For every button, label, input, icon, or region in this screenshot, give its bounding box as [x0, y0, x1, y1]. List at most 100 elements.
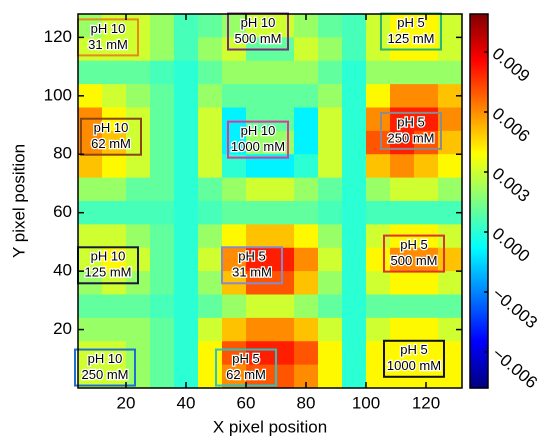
- colorbar-step: [470, 298, 488, 301]
- colorbar-step: [470, 128, 488, 131]
- colorbar-step: [470, 100, 488, 103]
- plot-frame: [77, 13, 463, 389]
- annotation-box: [227, 120, 289, 159]
- colorbar-step: [470, 314, 488, 317]
- heatmap-cell: [174, 14, 199, 38]
- heatmap-cell: [366, 154, 391, 179]
- colorbar-tick-label: −0.003: [489, 284, 541, 332]
- heatmap-cell: [342, 271, 367, 295]
- heatmap-cell: [222, 154, 247, 179]
- colorbar-step: [470, 360, 488, 363]
- colorbar-step: [470, 370, 488, 373]
- colorbar-step: [470, 172, 488, 175]
- colorbar-step: [470, 238, 488, 241]
- y-tick-label: 20: [53, 319, 72, 338]
- colorbar-step: [470, 280, 488, 283]
- heatmap-cell: [318, 130, 343, 155]
- heatmap-cell: [414, 294, 439, 319]
- colorbar-step: [470, 120, 488, 123]
- colorbar-step: [470, 74, 488, 77]
- colorbar-step: [470, 316, 488, 319]
- colorbar-step: [470, 232, 488, 235]
- colorbar-step: [470, 60, 488, 63]
- heatmap-cell: [150, 341, 175, 366]
- y-tick-label: 80: [53, 144, 72, 163]
- colorbar-step: [470, 362, 488, 365]
- colorbar-step: [470, 330, 488, 333]
- colorbar-step: [470, 374, 488, 377]
- colorbar-step: [470, 250, 488, 253]
- colorbar-step: [470, 336, 488, 339]
- colorbar-step: [470, 274, 488, 277]
- heatmap-cell: [366, 177, 391, 202]
- colorbar-step: [470, 334, 488, 337]
- x-tick-label: 120: [412, 393, 440, 412]
- colorbar-step: [470, 122, 488, 125]
- heatmap-cell: [294, 271, 319, 295]
- x-tick-label: 60: [237, 393, 256, 412]
- heatmap-cell: [414, 271, 439, 295]
- heatmap-cell: [318, 271, 343, 295]
- y-tick-label: 120: [44, 27, 72, 46]
- colorbar-step: [470, 20, 488, 23]
- heatmap-cell: [390, 341, 415, 366]
- colorbar-step: [470, 342, 488, 345]
- colorbar-step: [470, 30, 488, 33]
- heatmap-cell: [150, 14, 175, 38]
- annotation-text: pH 5: [232, 351, 259, 366]
- colorbar-step: [470, 264, 488, 267]
- colorbar-step: [470, 350, 488, 353]
- colorbar-step: [470, 268, 488, 271]
- heatmap-cell: [366, 37, 391, 62]
- heatmap-cell: [102, 317, 127, 342]
- colorbar-step: [470, 64, 488, 67]
- annotation-text: pH 10: [241, 15, 276, 30]
- colorbar-step: [470, 204, 488, 207]
- colorbar-step: [470, 156, 488, 159]
- colorbar-step: [470, 44, 488, 47]
- heatmap-cell: [222, 224, 247, 249]
- annotation-text: 250 mM: [388, 130, 435, 145]
- colorbar-step: [470, 258, 488, 261]
- heatmap-cell: [150, 154, 175, 179]
- heatmap-cell: [198, 247, 223, 272]
- colorbar-step: [470, 366, 488, 369]
- heatmap-cell: [246, 130, 271, 155]
- heatmap-cell: [390, 201, 415, 225]
- heatmap-cell: [78, 84, 103, 108]
- x-tick-label: 80: [297, 393, 316, 412]
- annotation-box: [80, 117, 142, 156]
- colorbar-step: [470, 124, 488, 127]
- heatmap-cell: [246, 177, 271, 202]
- heatmap-cell: [150, 364, 175, 388]
- heatmap-cell: [438, 271, 462, 295]
- heatmap-cell: [102, 177, 127, 202]
- colorbar-step: [470, 18, 488, 21]
- heatmap-cell: [318, 294, 343, 319]
- heatmap-cell: [126, 294, 151, 319]
- colorbar-step: [470, 90, 488, 93]
- heatmap-cell: [198, 294, 223, 319]
- colorbar-step: [470, 110, 488, 113]
- colorbar-step: [470, 326, 488, 329]
- colorbar-step: [470, 152, 488, 155]
- heatmap-cell: [366, 107, 391, 132]
- annotation-text: pH 10: [91, 249, 126, 264]
- heatmap-cell: [318, 341, 343, 366]
- colorbar-step: [470, 140, 488, 143]
- heatmap-cell: [342, 247, 367, 272]
- heatmap-cell: [150, 224, 175, 249]
- colorbar-step: [470, 240, 488, 243]
- heatmap-cell: [198, 130, 223, 155]
- heatmap-cell: [342, 60, 367, 85]
- heatmap-cell: [318, 60, 343, 85]
- colorbar-step: [470, 42, 488, 45]
- heatmap-cell: [246, 341, 271, 366]
- heatmap-cell: [414, 201, 439, 225]
- colorbar-step: [470, 136, 488, 139]
- colorbar-step: [470, 296, 488, 299]
- colorbar-step: [470, 54, 488, 57]
- heatmap-cell: [102, 341, 127, 366]
- heatmap-cell: [318, 247, 343, 272]
- heatmap-cell: [198, 84, 223, 108]
